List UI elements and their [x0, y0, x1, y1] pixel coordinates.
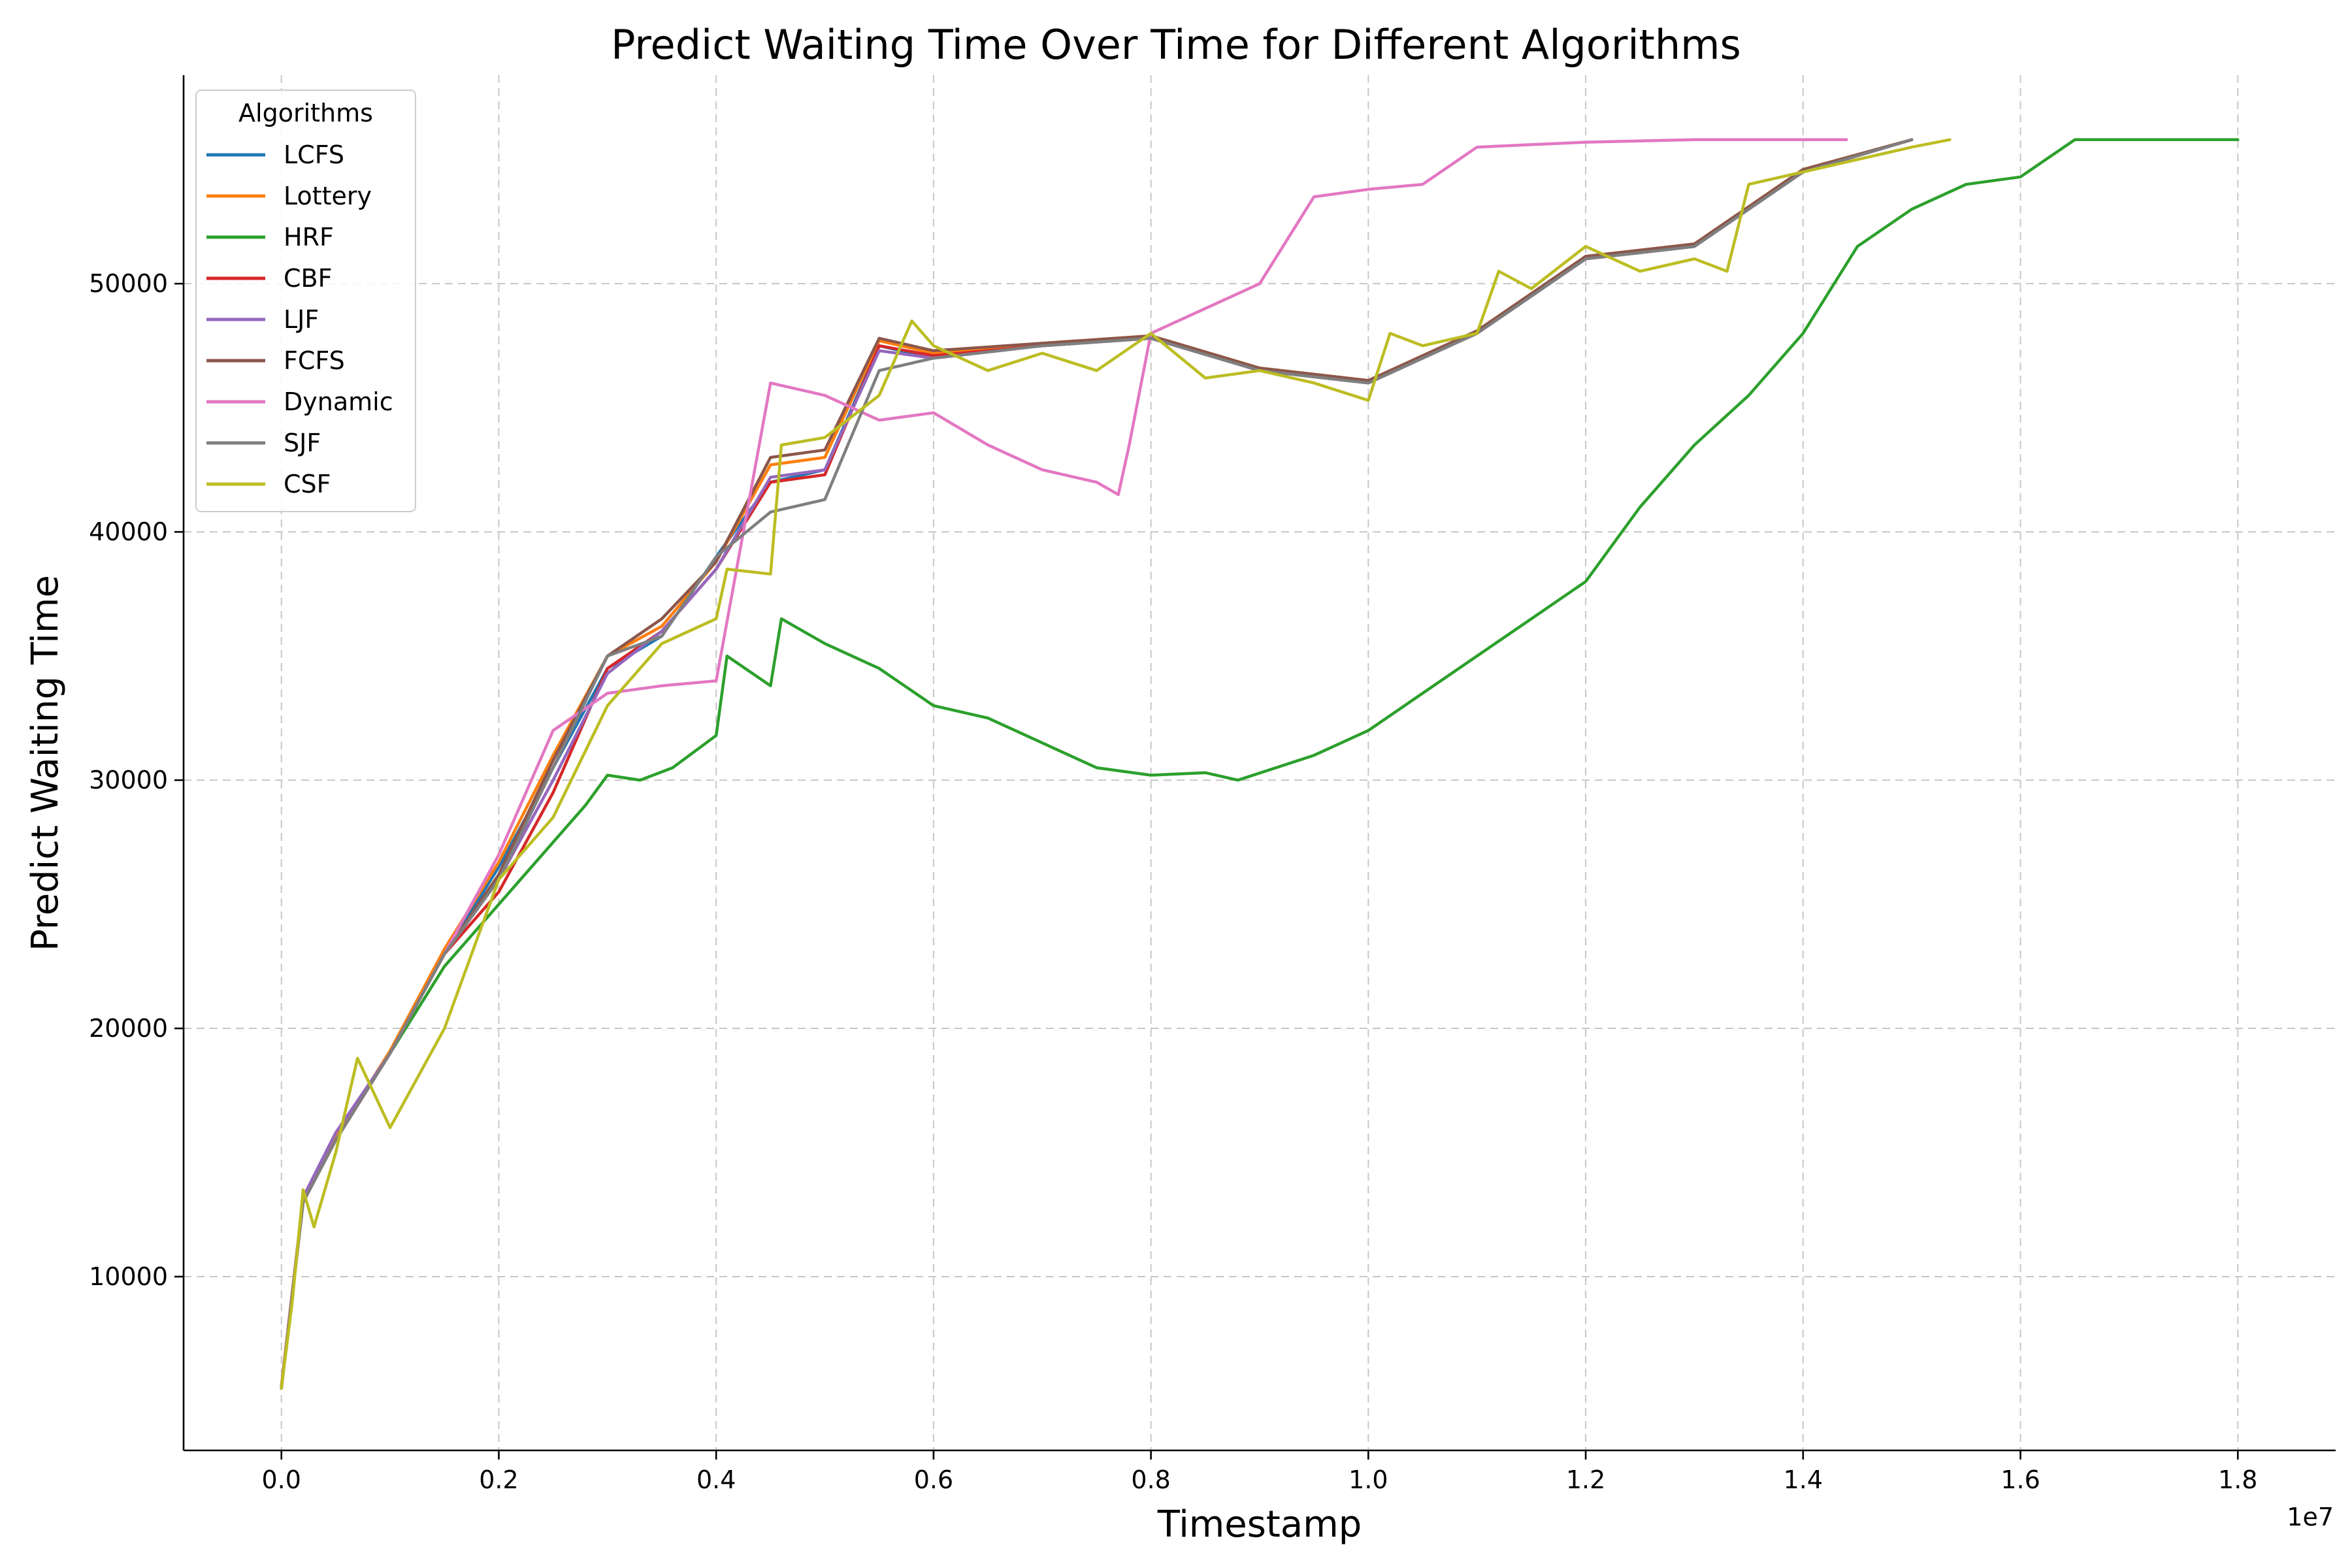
- x-tick-label: 1.0: [1348, 1465, 1388, 1494]
- y-ticks: 10000 20000 30000 40000 50000: [89, 269, 184, 1291]
- x-tick-label: 1.4: [1784, 1465, 1823, 1494]
- y-tick-label: 40000: [89, 517, 168, 546]
- axes: [182, 75, 2336, 1452]
- series-line-fcfs: [280, 138, 1914, 1390]
- series-group: [280, 138, 2240, 1390]
- x-axis-label: Timestamp: [1157, 1503, 1362, 1546]
- legend-label-lcfs: LCFS: [284, 140, 344, 169]
- x-tick-label: 0.0: [262, 1465, 301, 1494]
- legend-title: Algorithms: [238, 99, 373, 127]
- series-line-ljf: [280, 138, 1914, 1390]
- y-tick-label: 30000: [89, 766, 168, 794]
- x-tick-label: 1.2: [1566, 1465, 1605, 1494]
- legend-label-lottery: Lottery: [284, 182, 372, 210]
- chart-title: Predict Waiting Time Over Time for Diffe…: [611, 21, 1741, 69]
- legend-items: LCFS Lottery HRF CBF LJF FCFS Dynamic SJF CSF: [206, 140, 393, 498]
- series-line-lcfs: [280, 138, 1914, 1390]
- legend-label-hrf: HRF: [284, 223, 334, 252]
- y-tick-label: 10000: [89, 1262, 168, 1291]
- y-tick-label: 50000: [89, 269, 168, 298]
- legend-label-cbf: CBF: [284, 264, 332, 293]
- y-tick-label: 20000: [89, 1014, 168, 1043]
- legend-label-csf: CSF: [284, 470, 331, 498]
- legend-label-sjf: SJF: [284, 429, 321, 457]
- x-ticks: 0.0 0.2 0.4 0.6 0.8 1.0 1.2 1.4 1.6 1.8: [262, 1450, 2257, 1494]
- x-tick-label: 0.8: [1131, 1465, 1170, 1494]
- legend-label-ljf: LJF: [284, 305, 319, 334]
- series-line-cbf: [280, 138, 1914, 1390]
- legend: Algorithms LCFS Lottery HRF CBF LJF FCFS Dynam…: [195, 90, 416, 512]
- series-line-csf: [280, 138, 1952, 1390]
- x-tick-label: 0.4: [696, 1465, 736, 1494]
- legend-label-dynamic: Dynamic: [284, 387, 393, 416]
- y-axis-label: Predict Waiting Time: [24, 575, 67, 951]
- series-line-hrf: [280, 138, 2240, 1390]
- series-line-dynamic: [280, 138, 1848, 1390]
- x-tick-label: 1.6: [2001, 1465, 2040, 1494]
- x-offset-label: 1e7: [2287, 1503, 2334, 1531]
- x-tick-label: 1.8: [2218, 1465, 2257, 1494]
- legend-label-fcfs: FCFS: [284, 346, 345, 375]
- series-line-sjf: [280, 138, 1914, 1390]
- series-line-lottery: [280, 138, 1914, 1388]
- x-tick-label: 0.6: [914, 1465, 953, 1494]
- x-tick-label: 0.2: [479, 1465, 518, 1494]
